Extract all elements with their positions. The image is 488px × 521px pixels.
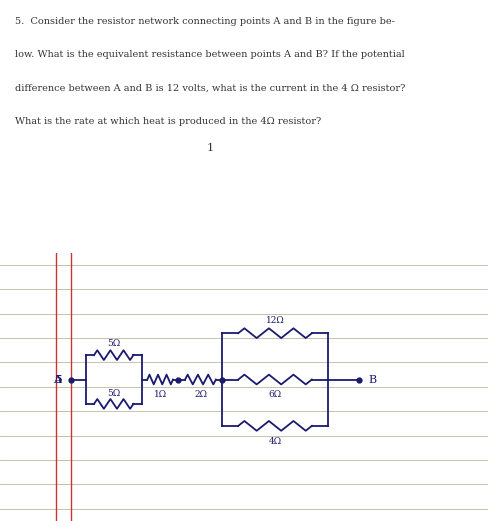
Text: 5Ω: 5Ω [107,339,120,348]
Text: 12Ω: 12Ω [265,316,284,325]
Text: low. What is the equivalent resistance between points A and B? If the potential: low. What is the equivalent resistance b… [15,50,404,59]
Text: 5Ω: 5Ω [107,389,120,398]
Text: What is the rate at which heat is produced in the 4Ω resistor?: What is the rate at which heat is produc… [15,117,320,126]
Text: 1Ω: 1Ω [153,390,166,399]
Text: 5: 5 [54,374,62,385]
Text: 2Ω: 2Ω [194,390,206,399]
Text: 5.  Consider the resistor network connecting points A and B in the figure be-: 5. Consider the resistor network connect… [15,17,394,26]
Text: difference between A and B is 12 volts, what is the current in the 4 Ω resistor?: difference between A and B is 12 volts, … [15,83,404,92]
Text: 6Ω: 6Ω [268,390,281,399]
Text: 1: 1 [206,143,213,153]
Text: 4Ω: 4Ω [268,437,281,445]
Text: A: A [53,375,61,384]
Text: B: B [367,375,376,384]
